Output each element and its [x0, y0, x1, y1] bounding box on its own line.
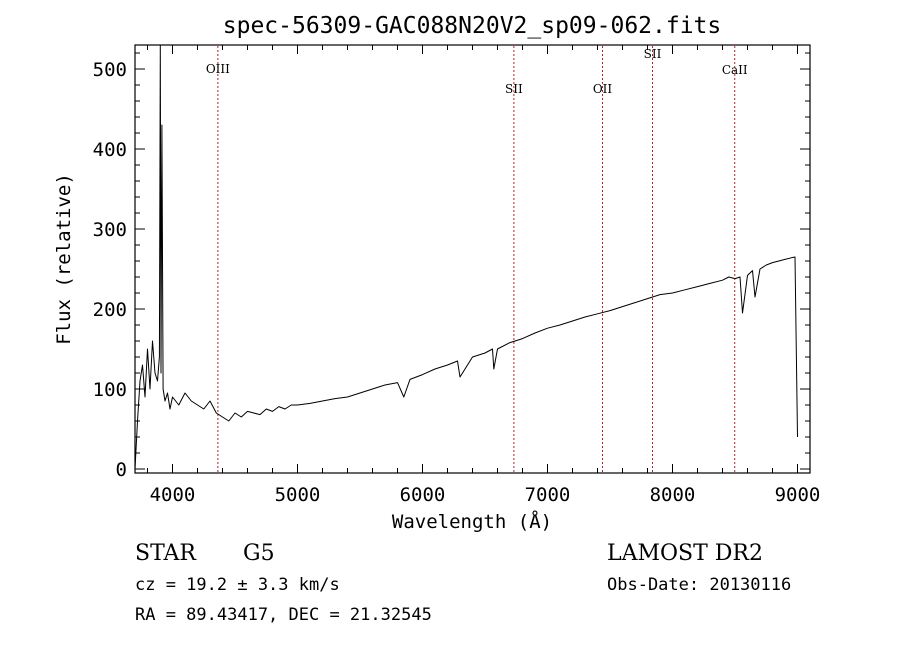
redshift-readout: cz = 19.2 ± 3.3 km/s [135, 575, 340, 595]
y-tick-label: 500 [93, 59, 127, 81]
x-tick-label: 9000 [775, 484, 821, 506]
line-marker-label: SII [505, 82, 523, 96]
chart-title: spec-56309-GAC088N20V2_sp09-062.fits [223, 13, 722, 39]
object-class: STAR [135, 541, 197, 566]
line-marker-label: CaII [722, 63, 748, 77]
line-markers: OIII SII OII SII CaII [206, 46, 748, 472]
spectrum-series [134, 44, 798, 470]
y-tick-label: 0 [116, 459, 127, 481]
plot-frame [134, 44, 811, 474]
y-tick-label: 100 [93, 379, 127, 401]
x-tick-label: 5000 [275, 484, 321, 506]
y-tick-label: 300 [93, 219, 127, 241]
coordinates-readout: RA = 89.43417, DEC = 21.32545 [135, 605, 432, 625]
x-tick-label: 6000 [400, 484, 446, 506]
line-marker-label: OIII [206, 62, 230, 76]
survey-name: LAMOST DR2 [607, 541, 763, 566]
line-marker-label: OII [593, 82, 613, 96]
x-axis-ticks: 4000 5000 6000 7000 8000 9000 [147, 45, 821, 506]
x-tick-label: 4000 [150, 484, 196, 506]
object-subclass: G5 [243, 541, 275, 566]
y-tick-label: 400 [93, 139, 127, 161]
obs-date: Obs-Date: 20130116 [607, 575, 791, 595]
y-axis-label: Flux (relative) [53, 173, 75, 345]
info-panel: STAR G5 LAMOST DR2 cz = 19.2 ± 3.3 km/s … [135, 541, 791, 625]
y-tick-label: 200 [93, 299, 127, 321]
x-tick-label: 8000 [650, 484, 696, 506]
x-tick-label: 7000 [525, 484, 571, 506]
x-axis-label: Wavelength (Å) [392, 510, 552, 533]
spectrum-line [134, 44, 798, 470]
line-marker-label: SII [644, 47, 662, 61]
y-axis-ticks: 0 100 200 300 400 500 [93, 52, 810, 481]
